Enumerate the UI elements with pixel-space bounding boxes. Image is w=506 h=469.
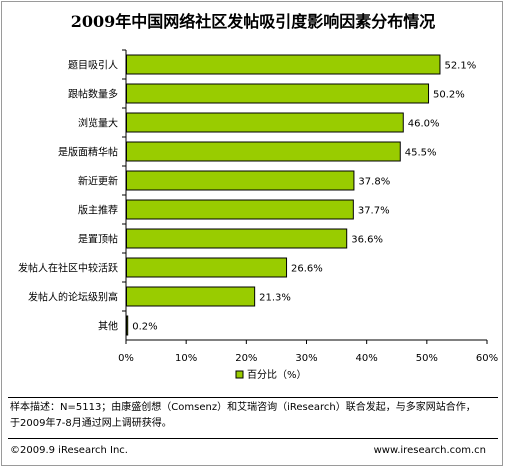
value-label: 26.6% [291,264,323,275]
category-label: 发帖人在社区中较活跃 [18,262,118,275]
bar [126,286,256,307]
legend-swatch [235,370,244,379]
x-tick-label: 30% [295,353,317,364]
sample-note: 样本描述：N=5113；由康盛创想（Comsenz）和艾瑞咨询（iResearc… [10,400,496,432]
category-label: 发帖人的论坛级别高 [28,291,118,304]
sample-note-line-1: 样本描述：N=5113；由康盛创想（Comsenz）和艾瑞咨询（iResearc… [10,402,476,413]
x-tick-label: 60% [476,353,498,364]
value-label: 21.3% [259,293,291,304]
bar [126,257,288,278]
value-label: 45.5% [405,148,437,159]
bar [126,170,355,191]
x-tick-label: 20% [235,353,257,364]
category-label: 浏览量大 [78,117,118,130]
value-label: 36.6% [351,235,383,246]
bar [126,83,430,104]
value-label: 46.0% [408,119,440,130]
bar [126,54,441,75]
chart-title: 2009年中国网络社区发帖吸引度影响因素分布情况 [70,12,436,31]
value-label: 0.2% [132,322,157,333]
x-tick-label: 40% [356,353,378,364]
category-label: 是版面精华帖 [58,146,118,159]
value-label: 37.8% [358,177,390,188]
value-label: 52.1% [444,61,476,72]
x-tick-label: 0% [118,353,134,364]
bar [126,141,401,162]
bar [126,315,129,336]
note-separator-bottom [8,438,498,439]
note-separator-top [8,397,498,398]
value-label: 50.2% [433,90,465,101]
category-label: 其他 [98,320,118,333]
bar [126,112,404,133]
source-url: www.iresearch.com.cn [373,445,486,456]
x-tick-label: 50% [416,353,438,364]
copyright-text: ©2009.9 iResearch Inc. [10,445,128,456]
category-label: 题目吸引人 [68,60,118,72]
bar [126,199,354,220]
category-label: 是置顶帖 [78,233,118,246]
value-label: 37.7% [358,206,390,217]
x-tick-label: 10% [175,353,197,364]
sample-note-line-2: 于2009年7-8月通过网上调研获得。 [10,418,172,429]
category-label: 跟帖数量多 [68,88,118,101]
category-label: 新近更新 [78,175,118,188]
legend-label: 百分比（%） [247,369,307,381]
bar [126,228,348,249]
category-label: 版主推荐 [78,204,118,217]
bar-chart: 0% 10% 20% 30% 40% 50% 60% 题目吸引人 52.1% 跟帖数量多 50.2%… [18,49,498,381]
